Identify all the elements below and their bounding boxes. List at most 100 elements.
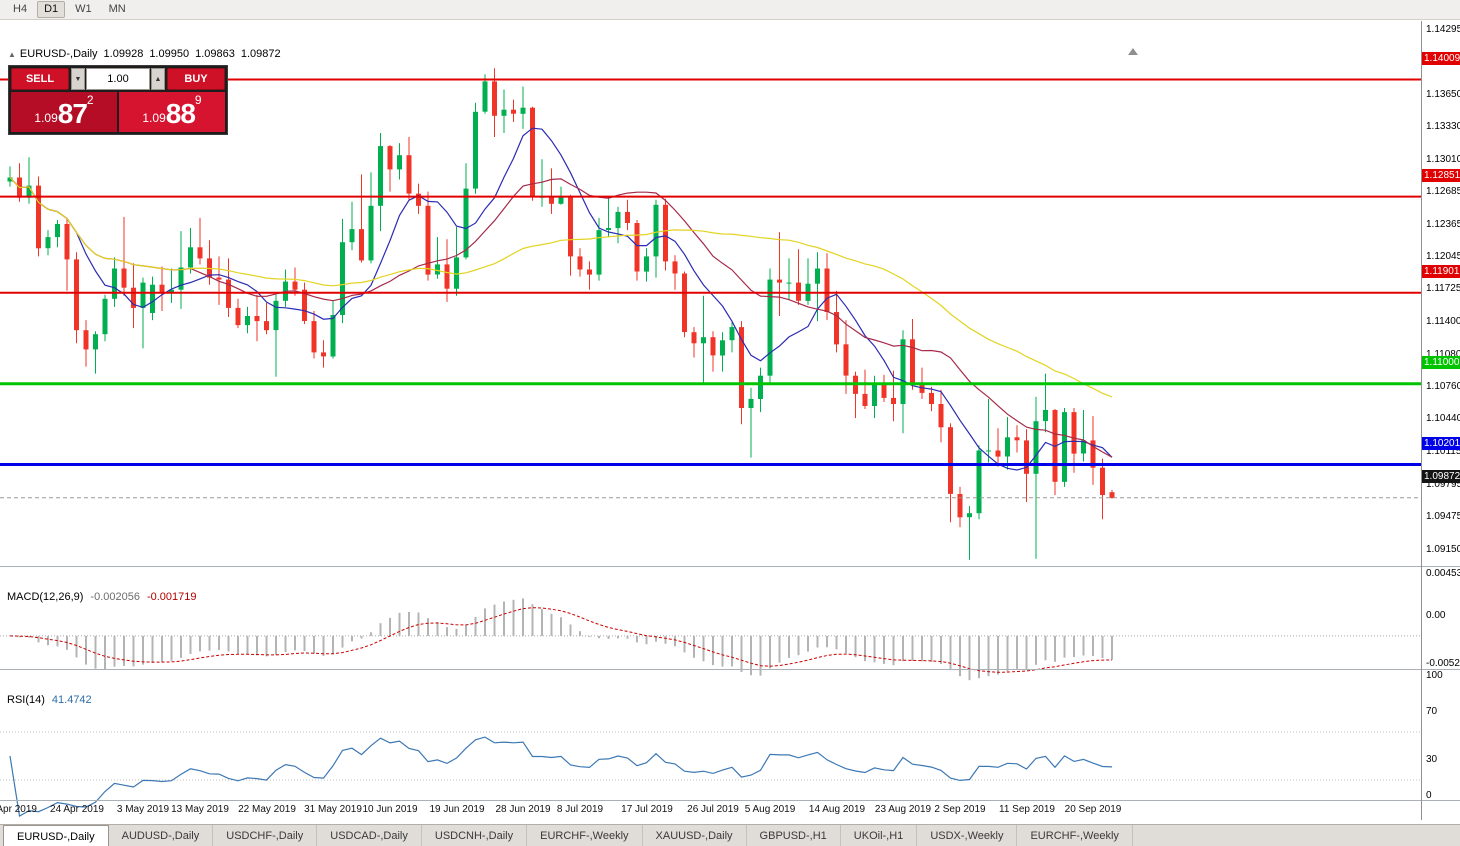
timeframe-button-d1[interactable]: D1 [37, 1, 66, 18]
sell-price-display[interactable]: 1.09 87 2 [11, 92, 117, 132]
axis-price-label: 1.13330 [1426, 121, 1460, 132]
axis-price-label: 1.11400 [1426, 316, 1460, 327]
axis-price-label: 1.11725 [1426, 283, 1460, 294]
buy-price-big: 88 [165, 98, 196, 129]
axis-price-label: 1.13010 [1426, 154, 1460, 165]
sell-price-base: 1.09 [34, 111, 58, 125]
macd-indicator-panel[interactable] [0, 588, 1421, 690]
date-axis-label: 8 Jul 2019 [556, 804, 604, 815]
level-price-badge: 1.11000 [1422, 356, 1460, 369]
symbol-tab[interactable]: USDCHF-,Daily [213, 825, 318, 846]
symbol-tab[interactable]: AUDUSD-,Daily [109, 825, 214, 846]
candles-group [7, 68, 1115, 560]
ohlc-high: 1.09950 [149, 48, 190, 60]
symbol-tab[interactable]: EURUSD-,Daily [3, 825, 109, 846]
ma-fast-line [9, 127, 1113, 471]
rsi-label-row: RSI(14) 41.4742 [7, 694, 92, 706]
rsi-axis-label: 30 [1426, 754, 1438, 765]
top-toolbar: H4 D1 W1 MN [0, 0, 1460, 20]
panel-resize-divider[interactable] [0, 566, 1460, 567]
level-price-badge: 1.10201 [1422, 437, 1460, 450]
level-price-badge: 1.12851 [1422, 169, 1460, 182]
chart-shift-marker-icon[interactable] [1128, 48, 1138, 55]
panel-resize-divider[interactable] [0, 669, 1460, 670]
rsi-axis-label: 100 [1426, 670, 1443, 681]
ohlc-low: 1.09863 [195, 48, 235, 60]
symbol-tab[interactable]: UKOil-,H1 [841, 825, 918, 846]
date-axis-label: 22 May 2019 [238, 804, 296, 815]
volume-input[interactable] [86, 68, 150, 90]
date-axis-label: 19 Jun 2019 [429, 804, 485, 815]
macd-histogram [18, 598, 1113, 681]
ma-mid-line [9, 177, 1113, 458]
symbol-tab[interactable]: USDCNH-,Daily [422, 825, 528, 846]
sell-price-big: 87 [57, 98, 88, 129]
level-price-badge: 1.14009 [1422, 52, 1460, 65]
symbol-tab[interactable]: XAUUSD-,Daily [643, 825, 747, 846]
macd-axis-label: -0.00520 [1426, 658, 1460, 669]
rsi-indicator-panel[interactable] [0, 691, 1421, 821]
axis-price-label: 1.09150 [1426, 544, 1460, 555]
buy-button[interactable]: BUY [167, 68, 225, 90]
rsi-line [9, 736, 1113, 817]
main-price-chart[interactable] [0, 43, 1421, 587]
symbol-tab[interactable]: USDCAD-,Daily [317, 825, 422, 846]
macd-axis-label: 0.00 [1426, 610, 1446, 621]
symbol-tabbar: EURUSD-,Daily AUDUSD-,Daily USDCHF-,Daily U… [0, 824, 1460, 846]
symbol-tab[interactable]: GBPUSD-,H1 [747, 825, 841, 846]
date-axis-divider [0, 800, 1460, 801]
bid-price-badge: 1.09872 [1422, 470, 1460, 483]
date-axis-label: 14 Aug 2019 [808, 804, 866, 815]
axis-price-label: 1.09795 [1426, 479, 1460, 490]
date-axis-label: 10 Jun 2019 [362, 804, 418, 815]
price-axis-divider [1421, 21, 1422, 820]
ohlc-open: 1.09928 [103, 48, 144, 60]
macd-signal-value-label: -0.001719 [146, 591, 197, 603]
chart-title: ▲ EURUSD-,Daily 1.09928 1.09950 1.09863 … [8, 48, 281, 60]
horizontal-level-lines[interactable] [0, 78, 1421, 499]
date-axis-label: 5 Aug 2019 [744, 804, 796, 815]
axis-price-label: 1.10760 [1426, 381, 1460, 392]
macd-axis-label: 0.004536 [1426, 568, 1460, 579]
symbol-tab[interactable]: EURCHF-,Weekly [527, 825, 643, 846]
axis-price-label: 1.11080 [1426, 349, 1460, 360]
chart-window[interactable]: ▲ EURUSD-,Daily 1.09928 1.09950 1.09863 … [0, 21, 1460, 824]
date-axis-label: 2 Sep 2019 [934, 804, 986, 815]
ma-slow-line [9, 177, 1113, 398]
rsi-axis-label: 70 [1426, 706, 1438, 717]
sell-price-pip: 2 [86, 93, 94, 107]
rsi-axis-label: 0 [1426, 790, 1432, 801]
date-axis-label: 24 Apr 2019 [50, 804, 104, 815]
macd-signal-line [9, 607, 1113, 673]
ohlc-close: 1.09872 [240, 48, 281, 60]
symbol-tab[interactable]: EURCHF-,Weekly [1017, 825, 1133, 846]
macd-label-row: MACD(12,26,9) -0.002056 -0.001719 [7, 591, 197, 603]
date-axis-label: 20 Sep 2019 [1064, 804, 1122, 815]
volume-up-icon[interactable]: ▲ [151, 68, 165, 90]
buy-price-display[interactable]: 1.09 88 9 [119, 92, 225, 132]
chart-symbol-label: EURUSD-,Daily [19, 48, 98, 60]
sell-button[interactable]: SELL [11, 68, 69, 90]
date-axis-label: 31 May 2019 [304, 804, 362, 815]
date-axis-label: 11 Sep 2019 [999, 804, 1055, 815]
axis-price-label: 1.13650 [1426, 89, 1460, 100]
date-axis-label: 13 May 2019 [171, 804, 229, 815]
symbol-tab[interactable]: USDX-,Weekly [917, 825, 1018, 846]
volume-down-icon[interactable]: ▼ [71, 68, 85, 90]
axis-price-label: 1.12685 [1426, 186, 1460, 197]
date-axis-label: 23 Aug 2019 [874, 804, 932, 815]
timeframe-button-h4[interactable]: H4 [13, 3, 28, 15]
date-axis-label: 3 May 2019 [116, 804, 170, 815]
date-axis-label: 14 Apr 2019 [0, 804, 37, 815]
timeframe-button-w1[interactable]: W1 [75, 3, 92, 15]
axis-price-label: 1.12365 [1426, 219, 1460, 230]
timeframe-button-mn[interactable]: MN [108, 3, 126, 15]
trade-panel-collapse-icon[interactable]: ▲ [8, 49, 16, 59]
buy-price-pip: 9 [194, 93, 202, 107]
axis-price-label: 1.12045 [1426, 251, 1460, 262]
level-price-badge: 1.11901 [1422, 265, 1460, 278]
date-axis-label: 17 Jul 2019 [621, 804, 673, 815]
macd-value-label: -0.002056 [90, 591, 140, 603]
axis-price-label: 1.10115 [1426, 446, 1460, 457]
